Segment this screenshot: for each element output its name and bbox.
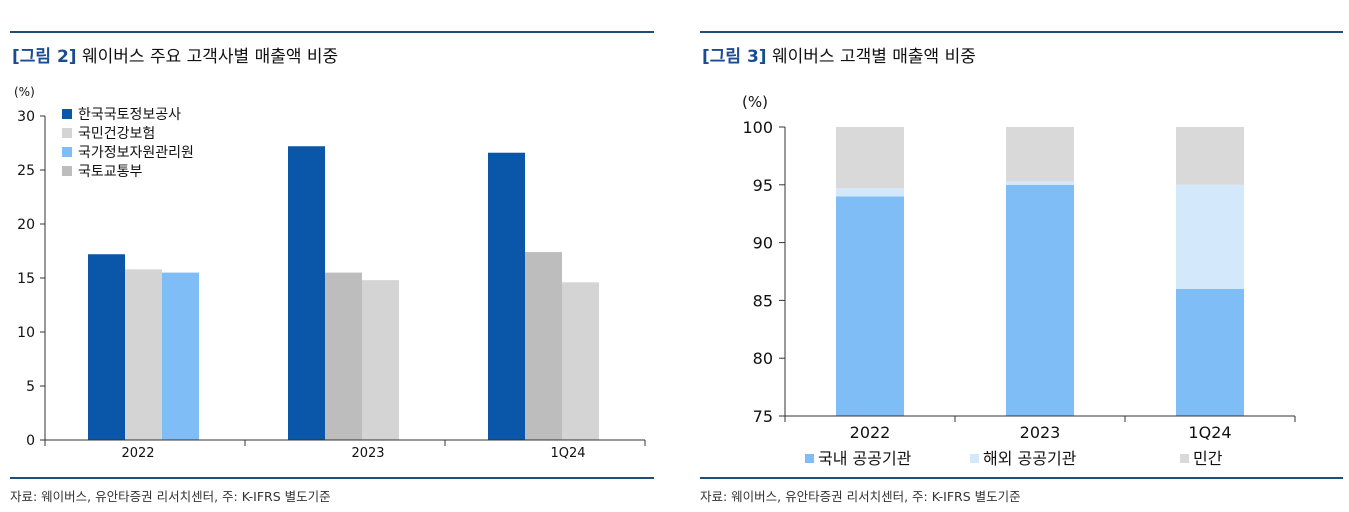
right-legend-label: 해외 공공기관 — [983, 449, 1077, 468]
right-bar-segment — [1176, 288, 1244, 416]
right-unit-label: (%) — [742, 93, 768, 111]
left-legend-label: 국토교통부 — [78, 164, 143, 180]
left-chart: (%) 0 5 10 15 20 25 30 2022 2023 1Q24 한국국토정보공사국민건강보… — [14, 85, 646, 461]
right-bar-segment — [836, 196, 904, 416]
right-x-tick-label: 1Q24 — [1188, 423, 1231, 442]
left-bar — [488, 152, 525, 440]
right-bar-segment — [1006, 184, 1074, 416]
left-legend-label: 국가정보자원관리원 — [78, 145, 194, 161]
right-bar-segment — [1006, 127, 1074, 182]
right-chart: (%) 75 80 85 90 95 100 2022 2023 1Q24 국내 공공기관 해외 공공… — [742, 93, 1296, 468]
left-source: 자료: 웨이버스, 유안타증권 리서치센터, 주: K-IFRS 별도기준 — [10, 489, 331, 504]
right-bar-segment — [1006, 181, 1074, 185]
left-y-tick-label: 25 — [17, 163, 35, 179]
left-legend-label: 한국국토정보공사 — [78, 107, 181, 123]
right-top-rule — [700, 31, 1343, 33]
left-legend-swatch — [62, 128, 72, 138]
right-bar-segment — [836, 188, 904, 197]
right-bar-segment — [836, 127, 904, 189]
right-y-tick-label: 100 — [742, 118, 773, 137]
left-bar — [325, 272, 362, 440]
right-bar-segment — [1176, 127, 1244, 185]
left-legend-label: 국민건강보험 — [78, 126, 155, 142]
right-fig-label: [그림 3] — [702, 47, 767, 67]
left-top-rule — [10, 31, 654, 33]
right-y-tick-label: 75 — [753, 407, 773, 426]
left-x-tick-label: 2022 — [121, 446, 154, 461]
right-panel: [그림 3] 웨이버스 고객별 매출액 비중 (%) 75 80 85 90 95 100 2… — [690, 0, 1349, 512]
right-source: 자료: 웨이버스, 유안타증권 리서치센터, 주: K-IFRS 별도기준 — [700, 489, 1021, 504]
left-legend-swatch — [62, 166, 72, 176]
right-legend-label: 국내 공공기관 — [818, 449, 912, 468]
left-x-tick-label: 2023 — [351, 446, 384, 461]
left-bar — [525, 252, 562, 440]
right-y-tick-label: 85 — [753, 291, 773, 310]
left-bar — [125, 269, 162, 440]
left-unit-label: (%) — [14, 85, 35, 99]
right-bar-segment — [1176, 184, 1244, 289]
left-legend-swatch — [62, 109, 72, 119]
right-y-tick-label: 95 — [753, 176, 773, 195]
right-legend-swatch — [970, 454, 979, 463]
left-x-tick-label: 1Q24 — [550, 446, 585, 461]
right-x-tick-label: 2023 — [1020, 423, 1061, 442]
left-bar — [288, 146, 325, 441]
left-bar — [88, 254, 125, 440]
left-bar — [362, 280, 399, 440]
right-legend-swatch — [1180, 454, 1189, 463]
left-y-tick-label: 15 — [17, 271, 35, 287]
right-legend-swatch — [805, 454, 814, 463]
left-bar — [562, 282, 599, 440]
right-y-tick-label: 90 — [753, 234, 773, 253]
right-x-tick-label: 2022 — [850, 423, 891, 442]
right-legend-label: 민간 — [1193, 449, 1223, 468]
left-panel: [그림 2] 웨이버스 주요 고객사별 매출액 비중 (%) 0 5 10 15 20 25… — [0, 0, 660, 512]
left-title: [그림 2] 웨이버스 주요 고객사별 매출액 비중 — [12, 42, 338, 67]
right-bottom-rule — [700, 477, 1343, 479]
left-y-tick-label: 0 — [26, 433, 35, 449]
left-y-tick-label: 10 — [17, 325, 35, 341]
left-y-tick-label: 5 — [26, 379, 35, 395]
left-title-text: 웨이버스 주요 고객사별 매출액 비중 — [81, 47, 339, 67]
left-y-tick-label: 20 — [17, 217, 35, 233]
right-y-tick-label: 80 — [753, 349, 773, 368]
left-y-tick-label: 30 — [17, 109, 35, 125]
left-bar — [162, 272, 199, 440]
right-title-text: 웨이버스 고객별 매출액 비중 — [771, 47, 976, 67]
left-fig-label: [그림 2] — [12, 47, 77, 67]
left-legend-swatch — [62, 147, 72, 157]
left-bottom-rule — [10, 477, 654, 479]
right-title: [그림 3] 웨이버스 고객별 매출액 비중 — [702, 42, 976, 67]
